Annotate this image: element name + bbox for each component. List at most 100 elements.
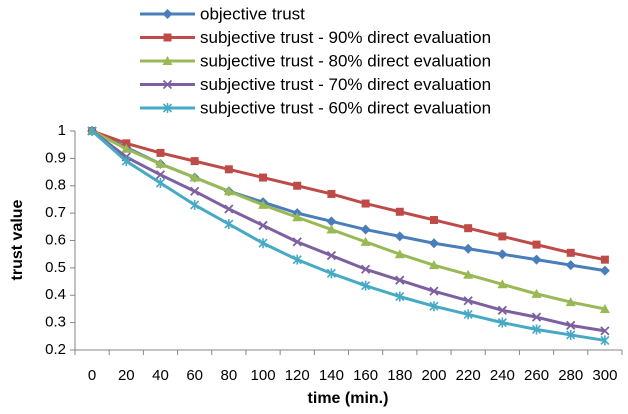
data-point xyxy=(395,291,405,302)
data-point xyxy=(190,157,199,166)
legend-item: subjective trust - 80% direct evaluation xyxy=(140,51,491,70)
legend-item: subjective trust - 70% direct evaluation xyxy=(140,75,491,94)
data-point xyxy=(258,220,268,231)
data-point xyxy=(327,189,336,198)
data-point xyxy=(292,254,302,265)
data-point xyxy=(87,126,97,136)
y-tick-label: 0.3 xyxy=(45,314,66,331)
y-tick-label: 1 xyxy=(58,122,66,139)
data-point xyxy=(326,224,337,234)
series-line xyxy=(91,129,606,273)
x-tick-label: 20 xyxy=(118,367,135,384)
data-point xyxy=(224,219,234,230)
data-point xyxy=(224,204,234,214)
y-axis-title: trust value xyxy=(9,199,26,280)
x-tick-label: 60 xyxy=(186,367,203,384)
y-tick-label: 0.4 xyxy=(45,286,66,303)
data-point xyxy=(565,297,576,307)
data-point xyxy=(258,238,268,249)
series-line xyxy=(91,129,606,342)
x-tick-label: 280 xyxy=(558,367,583,384)
data-point xyxy=(600,326,610,336)
data-point xyxy=(223,186,234,196)
data-point xyxy=(258,199,269,209)
data-point xyxy=(599,303,610,313)
data-point xyxy=(531,254,542,265)
data-point xyxy=(360,264,371,274)
data-point xyxy=(326,216,337,227)
data-point xyxy=(121,143,132,153)
data-point xyxy=(189,172,200,182)
data-point xyxy=(429,215,438,224)
data-point xyxy=(326,268,336,279)
x-tick-label: 300 xyxy=(592,367,617,384)
data-point xyxy=(155,178,166,189)
data-point xyxy=(326,250,337,261)
x-tick-label: 140 xyxy=(319,367,344,384)
data-point xyxy=(361,199,370,208)
legend-label: objective trust xyxy=(200,4,305,23)
data-point xyxy=(224,165,233,174)
x-tick-label: 0 xyxy=(88,367,96,384)
data-point xyxy=(464,224,473,233)
data-point xyxy=(155,170,166,180)
data-point xyxy=(360,224,371,235)
data-point xyxy=(566,248,575,257)
x-tick-label: 180 xyxy=(387,367,412,384)
data-point xyxy=(497,317,507,328)
data-point xyxy=(566,329,576,340)
x-tick-label: 160 xyxy=(353,367,378,384)
series-line xyxy=(91,129,606,262)
data-point xyxy=(566,320,576,330)
data-point xyxy=(429,301,439,312)
data-point xyxy=(156,148,165,157)
data-point xyxy=(155,158,166,168)
x-tick-label: 200 xyxy=(421,367,446,384)
x-tick-label: 260 xyxy=(524,367,549,384)
x-tick-label: 100 xyxy=(251,367,276,384)
data-point xyxy=(463,243,474,254)
data-point xyxy=(532,240,541,249)
data-point xyxy=(497,279,508,289)
x-tick-label: 220 xyxy=(456,367,481,384)
x-axis-title: time (min.) xyxy=(308,390,389,407)
data-point xyxy=(599,265,610,276)
legend-marker xyxy=(162,103,173,113)
y-tick-label: 0.9 xyxy=(45,149,66,166)
data-point xyxy=(428,260,439,270)
legend-label: subjective trust - 60% direct evaluation xyxy=(200,98,491,117)
data-point xyxy=(600,255,609,264)
data-point xyxy=(531,312,542,322)
legend-label: subjective trust - 80% direct evaluation xyxy=(200,51,491,70)
data-point xyxy=(497,305,507,315)
data-point xyxy=(360,236,371,246)
data-point xyxy=(190,199,200,210)
data-point xyxy=(361,280,371,291)
data-point xyxy=(394,249,405,259)
series-line xyxy=(91,129,606,333)
data-point xyxy=(531,288,542,298)
data-point xyxy=(121,156,131,167)
legend-marker xyxy=(163,33,172,42)
legend-marker xyxy=(162,79,173,90)
data-point xyxy=(463,269,474,279)
data-point xyxy=(428,238,439,249)
data-point xyxy=(395,275,405,285)
y-tick-label: 0.2 xyxy=(45,341,66,358)
x-tick-label: 120 xyxy=(285,367,310,384)
series-line xyxy=(91,129,606,311)
data-point xyxy=(394,231,405,242)
legend-marker xyxy=(162,9,173,19)
data-point xyxy=(292,237,302,247)
x-tick-label: 240 xyxy=(490,367,515,384)
data-point xyxy=(429,286,439,296)
data-point xyxy=(565,260,576,271)
y-tick-label: 0.5 xyxy=(45,259,66,276)
y-tick-label: 0.6 xyxy=(45,231,66,248)
y-tick-label: 0.8 xyxy=(45,177,66,194)
data-point xyxy=(395,207,404,216)
legend-item: subjective trust - 90% direct evaluation xyxy=(140,28,491,47)
legend-marker xyxy=(162,56,173,65)
